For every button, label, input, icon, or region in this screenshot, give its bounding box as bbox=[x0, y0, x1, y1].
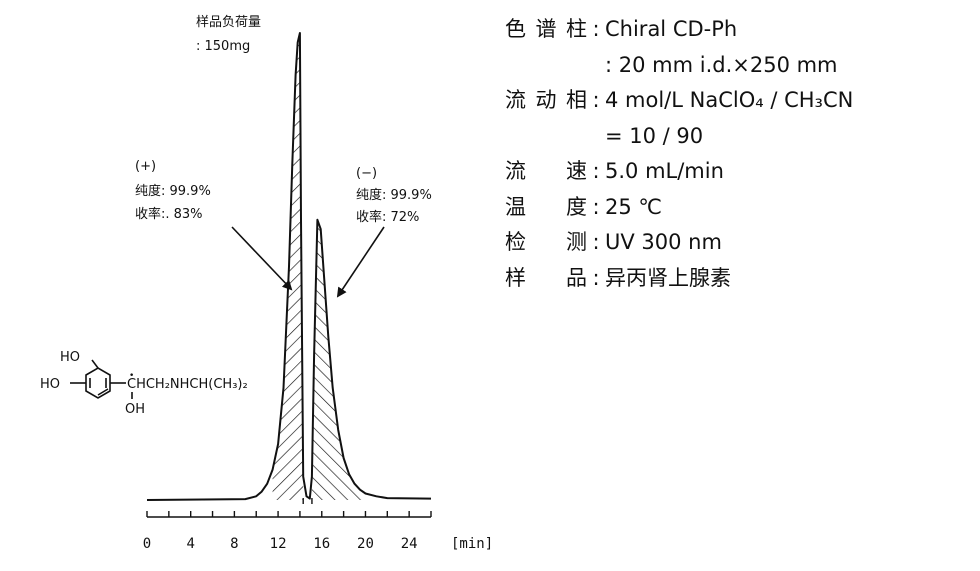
chromatogram-trace bbox=[146, 32, 432, 501]
chiral-dot: • bbox=[129, 371, 134, 381]
condition-value: Chiral CD-Ph bbox=[605, 17, 738, 41]
ho-top-label: HO bbox=[60, 350, 80, 365]
conditions-table: 色谱柱: Chiral CD-Ph: 20 mm i.d.×250 mm 流动相:4… bbox=[505, 12, 853, 296]
peak-plus-purity: 纯度: 99.9% bbox=[135, 183, 211, 199]
molecule-structure bbox=[70, 359, 133, 399]
x-tick-label-12: 12 bbox=[270, 536, 287, 552]
peak-plus-arrow bbox=[231, 226, 293, 291]
x-tick-label-8: 8 bbox=[230, 536, 238, 552]
x-tick-label-4: 4 bbox=[186, 536, 194, 552]
condition-label: 色谱柱 bbox=[505, 17, 587, 41]
condition-row: 温 度:25 ℃ bbox=[505, 190, 853, 226]
condition-value: 5.0 mL/min bbox=[605, 159, 724, 183]
condition-label: 流动相 bbox=[505, 88, 587, 112]
condition-row: 流动相:4 mol/L NaClO₄ / CH₃CN bbox=[505, 83, 853, 119]
condition-value: = 10 / 90 bbox=[605, 123, 704, 148]
condition-row: 样 品: 异丙肾上腺素 bbox=[505, 261, 853, 297]
condition-row: : 20 mm i.d.×250 mm bbox=[505, 48, 853, 84]
peak-plus-yield: 收率:. 83% bbox=[135, 206, 203, 222]
side-chain-label: CHCH₂NHCH(CH₃)₂ bbox=[127, 377, 248, 392]
condition-row: = 10 / 90 bbox=[505, 119, 853, 155]
peak-minus-hatch bbox=[311, 219, 366, 501]
condition-colon: : bbox=[592, 159, 600, 183]
condition-colon: : bbox=[592, 230, 600, 254]
peak-minus-purity: 纯度: 99.9% bbox=[356, 187, 432, 203]
condition-value: 4 mol/L NaClO₄ / CH₃CN bbox=[605, 88, 854, 112]
peak-minus-yield: 收率: 72% bbox=[356, 209, 419, 225]
x-tick-label-0: 0 bbox=[143, 536, 151, 552]
x-tick-label-16: 16 bbox=[313, 536, 330, 552]
condition-value: UV 300 nm bbox=[605, 230, 722, 254]
ring-to-ho-top-bond bbox=[91, 359, 99, 369]
condition-colon: : bbox=[592, 194, 600, 219]
trace-layer bbox=[146, 32, 432, 501]
condition-colon: : bbox=[592, 17, 600, 41]
condition-value: 异丙肾上腺素 bbox=[605, 265, 731, 290]
x-tick-label-20: 20 bbox=[357, 536, 374, 552]
condition-label: 流 速 bbox=[505, 159, 587, 183]
peak-minus-sign: (−) bbox=[356, 166, 377, 181]
oh-label: OH bbox=[125, 402, 145, 417]
peak-minus-arrow bbox=[336, 226, 385, 298]
condition-row: 流 速:5.0 mL/min bbox=[505, 154, 853, 190]
x-axis-unit-label: [min] bbox=[451, 536, 493, 552]
condition-label: 检 测 bbox=[505, 230, 587, 254]
condition-row: 检 测: UV 300 nm bbox=[505, 225, 853, 261]
ho-left-label: HO bbox=[40, 377, 60, 392]
x-tick-label-24: 24 bbox=[401, 536, 418, 552]
sample-load-line2: : 150mg bbox=[196, 39, 250, 54]
condition-label: 样 品 bbox=[505, 265, 587, 290]
condition-row: 色谱柱: Chiral CD-Ph bbox=[505, 12, 853, 48]
condition-label: 温 度 bbox=[505, 194, 587, 219]
condition-value: : 20 mm i.d.×250 mm bbox=[605, 52, 838, 77]
sample-load-line1: 样品负荷量 bbox=[196, 15, 261, 30]
condition-colon: : bbox=[592, 88, 600, 112]
hatched-peak-areas bbox=[272, 33, 366, 504]
condition-colon: : bbox=[592, 265, 600, 290]
peak-plus-hatch bbox=[272, 33, 304, 500]
peak-plus-sign: (+) bbox=[135, 159, 156, 174]
condition-value: 25 ℃ bbox=[605, 194, 662, 219]
x-axis: 0 4 8 12 16 20 24 bbox=[143, 511, 432, 552]
